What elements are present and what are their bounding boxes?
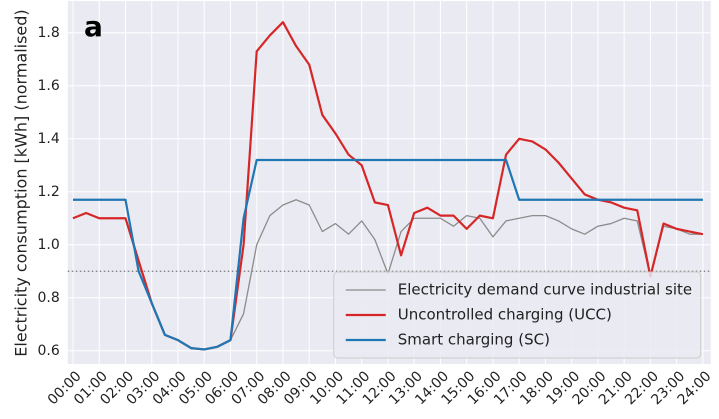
legend-label: Uncontrolled charging (UCC)	[398, 306, 612, 324]
lines	[67, 21, 711, 351]
y-tick-label: 1.6	[37, 78, 59, 94]
y-tick-label: 1.0	[37, 237, 59, 253]
legend-label: Smart charging (SC)	[398, 331, 550, 349]
legend: Electricity demand curve industrial site…	[333, 271, 702, 359]
y-tick-label: 1.8	[37, 25, 59, 41]
panel-label: a	[84, 10, 103, 43]
y-tick-label: 1.4	[37, 131, 59, 147]
series-line	[73, 158, 703, 351]
y-tick-label: 1.2	[37, 184, 59, 200]
y-tick-label: 0.8	[37, 290, 59, 306]
legend-label: Electricity demand curve industrial site	[398, 281, 692, 299]
y-axis-label: Electricity consumption [kWh] (normalise…	[12, 9, 31, 356]
legend-box	[333, 271, 702, 359]
y-tick-label: 0.6	[37, 343, 59, 359]
